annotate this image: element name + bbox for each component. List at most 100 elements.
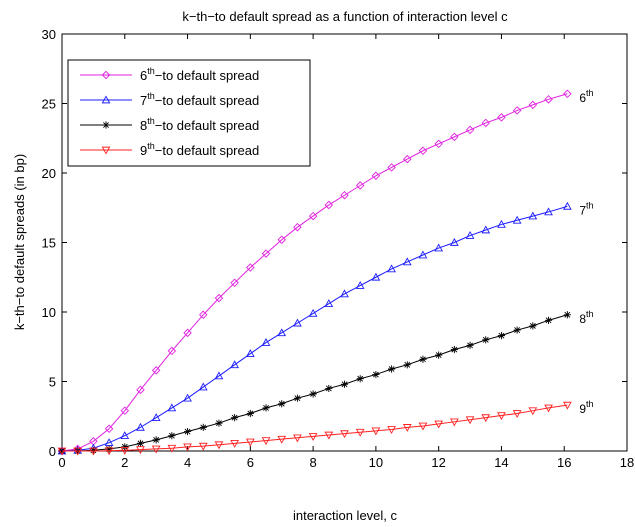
data-point — [136, 422, 145, 431]
data-point — [449, 237, 459, 246]
legend-box — [67, 59, 311, 167]
data-point — [151, 445, 161, 454]
legend-label-superscript: th — [147, 141, 155, 151]
data-point — [418, 146, 428, 155]
x-axis-label: interaction level, c — [293, 508, 398, 523]
end-label-number: 8 — [579, 312, 586, 326]
legend-label-number: 7 — [140, 93, 147, 108]
data-point — [89, 446, 97, 454]
data-point — [340, 191, 349, 200]
end-label-number: 7 — [579, 203, 586, 217]
data-point — [512, 410, 522, 418]
x-tick-label: 14 — [494, 455, 508, 470]
data-point — [434, 139, 443, 149]
data-point — [198, 382, 208, 391]
legend-entry: 6th−to default spread — [80, 66, 259, 83]
data-point — [261, 249, 271, 258]
data-point — [465, 231, 475, 239]
data-point — [465, 125, 475, 135]
data-point — [293, 394, 302, 402]
legend-label-text: −to default spread — [155, 68, 259, 83]
data-point — [544, 404, 553, 413]
legend-entry: 7th−to default spread — [80, 91, 259, 108]
data-point — [355, 181, 365, 190]
data-point — [230, 278, 239, 288]
data-point — [183, 443, 192, 452]
data-point — [261, 338, 271, 346]
data-point — [450, 345, 458, 354]
legend-entry: 9th−to default spread — [80, 141, 259, 158]
data-point — [481, 225, 491, 234]
data-point — [563, 89, 572, 99]
data-point — [89, 447, 98, 456]
data-point — [418, 422, 428, 431]
data-point — [183, 427, 192, 436]
x-tick-label: 12 — [431, 455, 445, 470]
data-point — [403, 154, 412, 164]
data-point — [231, 414, 239, 422]
legend-label: 8th−to default spread — [140, 116, 259, 133]
data-point — [497, 332, 506, 340]
data-point — [371, 272, 381, 281]
chart-title: k−th−to default spread as a function of … — [182, 9, 508, 24]
series-end-label: 9th — [579, 399, 593, 416]
data-point — [136, 385, 145, 395]
data-point — [167, 403, 177, 412]
data-point — [450, 132, 459, 142]
data-point — [183, 393, 192, 402]
end-label-superscript: th — [586, 309, 594, 319]
y-tick-label: 15 — [42, 236, 56, 251]
data-point — [481, 118, 490, 128]
data-point — [497, 219, 506, 228]
data-point — [199, 310, 208, 320]
data-point — [481, 414, 491, 423]
x-tick-label: 16 — [557, 455, 571, 470]
data-point — [544, 207, 553, 216]
data-point — [528, 211, 538, 220]
series-line — [62, 404, 568, 452]
data-point — [308, 308, 318, 317]
data-point — [168, 432, 176, 440]
data-point — [277, 328, 287, 337]
data-point — [562, 401, 572, 410]
legend-label: 6th−to default spread — [140, 66, 259, 83]
series-end-label: 6th — [579, 88, 593, 105]
series-end-label: 7th — [579, 200, 593, 217]
legend-entry: 8th−to default spread — [80, 116, 259, 133]
data-point — [513, 326, 521, 334]
data-point — [230, 440, 240, 448]
data-point — [434, 243, 444, 252]
y-axis-label: k−th−to default spreads (in bp) — [12, 154, 27, 330]
data-point — [230, 360, 240, 369]
data-point — [246, 409, 254, 418]
data-point — [183, 328, 192, 338]
x-tick-label: 6 — [247, 455, 254, 470]
data-point — [434, 420, 444, 429]
data-point — [136, 446, 145, 455]
data-point — [120, 431, 130, 440]
data-point — [293, 222, 302, 232]
legend-label-number: 8 — [140, 118, 147, 133]
data-point — [512, 106, 522, 115]
data-point — [544, 95, 553, 104]
data-point — [277, 435, 287, 444]
data-point — [465, 416, 475, 425]
data-point — [57, 447, 67, 456]
x-tick-label: 8 — [309, 455, 316, 470]
legend-marker — [101, 146, 111, 155]
legend-label-text: −to default spread — [155, 118, 259, 133]
data-point — [293, 318, 302, 327]
series-line — [61, 93, 568, 452]
end-label-superscript: th — [586, 200, 594, 210]
data-point — [387, 426, 396, 434]
data-point — [167, 444, 177, 453]
data-point — [151, 366, 161, 375]
data-point — [277, 235, 286, 244]
data-point — [371, 427, 381, 436]
data-point — [245, 438, 255, 447]
legend-marker — [101, 95, 111, 104]
data-point — [73, 447, 83, 456]
data-point — [104, 447, 114, 456]
